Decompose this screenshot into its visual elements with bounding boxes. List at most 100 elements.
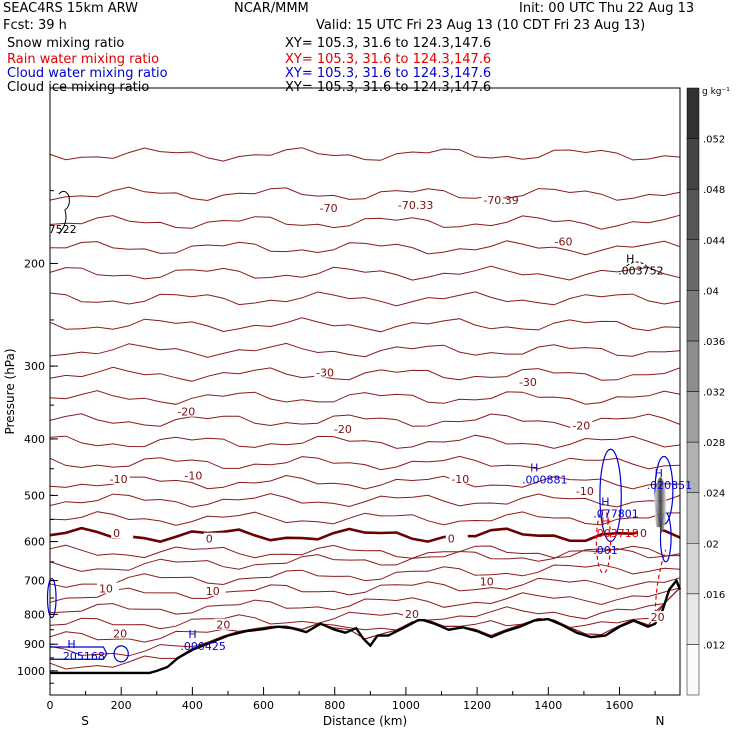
valid-time: Valid: 15 UTC Fri 23 Aug 13 (10 CDT Fri … — [316, 18, 646, 33]
x-tick-label: 0 — [47, 699, 54, 712]
temperature-contour — [49, 587, 681, 630]
contour-label-bg — [214, 618, 237, 630]
cloud-ice-shading — [654, 477, 667, 534]
extremum-value: .000425 — [180, 640, 226, 653]
contour-label-bg — [637, 527, 660, 539]
field-rain: Rain water mixing ratio — [7, 52, 160, 67]
colorbar-bin — [686, 188, 700, 241]
y-axis-label: Pressure (hPa) — [3, 348, 17, 434]
temperature-contour-label: 20 — [405, 608, 419, 621]
temperature-contour-label: -60 — [555, 236, 573, 249]
temperature-contours — [49, 147, 681, 670]
temperature-contour-label: -70 — [320, 202, 338, 215]
temperature-contour-label: -30 — [316, 366, 334, 379]
xy-cloud-ice: XY= 105.3, 31.6 to 124.3,147.6 — [285, 80, 492, 95]
field-snow: Snow mixing ratio — [7, 36, 125, 51]
colorbar-bin — [686, 340, 700, 392]
contour-label-bg — [175, 405, 198, 417]
xy-rain: XY= 105.3, 31.6 to 124.3,147.6 — [285, 52, 492, 67]
colorbar-bin — [686, 543, 700, 595]
temperature-contour — [49, 291, 681, 307]
extremum-value: .003752 — [618, 265, 664, 278]
contour-label-bg — [111, 527, 134, 539]
contour-label-bg — [481, 194, 504, 206]
temperature-contour-label: 20 — [216, 619, 230, 632]
colorbar-bin — [686, 492, 700, 544]
extremum-value: .077801 — [593, 508, 639, 521]
contour-label-bg — [403, 607, 426, 619]
contour-label-bg — [449, 472, 472, 484]
colorbar-tick-label: .024 — [703, 489, 725, 500]
y-tick-label: 500 — [24, 489, 45, 502]
colorbar-bin — [686, 290, 700, 342]
freezing-level-contour — [49, 526, 681, 543]
contour-label-bg — [314, 366, 337, 378]
contour-label-bg — [570, 419, 593, 431]
colorbar-tick-label: .016 — [703, 590, 725, 601]
colorbar-tick-label: .02 — [703, 539, 719, 550]
temperature-contour-label: -20 — [177, 406, 195, 419]
temperature-contour — [49, 265, 681, 281]
x-tick-label: 1000 — [392, 699, 420, 712]
temperature-contour-label: -70.33 — [398, 199, 433, 212]
direction-label-south: S — [81, 714, 89, 728]
temperature-contour — [49, 366, 681, 382]
colorbar-tick-label: .044 — [703, 236, 725, 247]
temperature-contour — [49, 474, 681, 490]
temperature-contour-label: 10 — [206, 585, 220, 598]
colorbar-tick-label: .052 — [703, 135, 725, 146]
contour-labels: -70 -70.33 -70.39 -60 -30 -30 -20 -20 -20 -10 -10 -… — [49, 194, 692, 663]
temperature-contour-label: -10 — [110, 473, 128, 486]
colorbar-bin — [686, 239, 700, 291]
colorbar: .012 .016 .02 .024 .028 .032 .036 .04 .044 .048 .0… — [686, 87, 730, 696]
extremum-value: 7522 — [49, 223, 77, 236]
temperature-contour — [49, 548, 681, 572]
cloud-ice-contour — [58, 190, 70, 235]
x-tick-label: 1400 — [534, 699, 562, 712]
y-tick-label: 1000 — [17, 665, 45, 678]
temperature-contour — [49, 587, 681, 615]
colorbar-bin — [686, 138, 700, 190]
temperature-contour-label: -20 — [334, 423, 352, 436]
temperature-contour-label: 0 — [113, 527, 120, 540]
extremum-value: .001 — [593, 544, 618, 557]
y-tick-label: 900 — [24, 638, 45, 651]
colorbar-bin — [686, 644, 700, 696]
plot-frame — [49, 87, 681, 696]
x-tick-label: 1600 — [605, 699, 633, 712]
y-tick-label: 800 — [24, 608, 45, 621]
x-tick-label: 200 — [111, 699, 132, 712]
y-tick-label: 700 — [24, 575, 45, 588]
temperature-contour — [49, 455, 681, 471]
extremum-marker: H — [655, 467, 663, 480]
extremum-marker: H — [626, 253, 634, 266]
temperature-contour-label: 20 — [113, 628, 127, 641]
center-name: NCAR/MMM — [234, 1, 309, 16]
field-cloud-water: Cloud water mixing ratio — [7, 66, 168, 81]
temperature-contour — [49, 186, 681, 202]
temperature-contour-label: -10 — [184, 470, 202, 483]
contour-label-bg — [648, 611, 671, 623]
snow-contour — [626, 261, 647, 267]
model-title: SEAC4RS 15km ARW — [3, 1, 139, 16]
temperature-contour-label: -20 — [572, 419, 590, 432]
temperature-contour-label: 0 — [206, 533, 213, 546]
x-tick-label: 800 — [324, 699, 345, 712]
direction-label-north: N — [656, 714, 665, 728]
temperature-contour-label: -10 — [451, 473, 469, 486]
contour-label-bg — [111, 627, 134, 639]
colorbar-bin — [686, 593, 700, 645]
temperature-contour-label: 0 — [640, 527, 647, 540]
extremum-marker: H — [67, 638, 75, 651]
temperature-contour-label: 10 — [99, 583, 113, 596]
extremum-value: .020851 — [647, 479, 693, 492]
hydrometeor-contours — [46, 190, 674, 663]
init-time: Init: 00 UTC Thu 22 Aug 13 — [519, 1, 695, 16]
extremum-marker: H — [530, 462, 538, 475]
temperature-contour-label: -70.39 — [483, 194, 518, 207]
x-tick-label: 1200 — [463, 699, 491, 712]
contour-label-bg — [445, 532, 468, 544]
temperature-contour — [49, 390, 681, 405]
colorbar-bin — [686, 391, 700, 443]
